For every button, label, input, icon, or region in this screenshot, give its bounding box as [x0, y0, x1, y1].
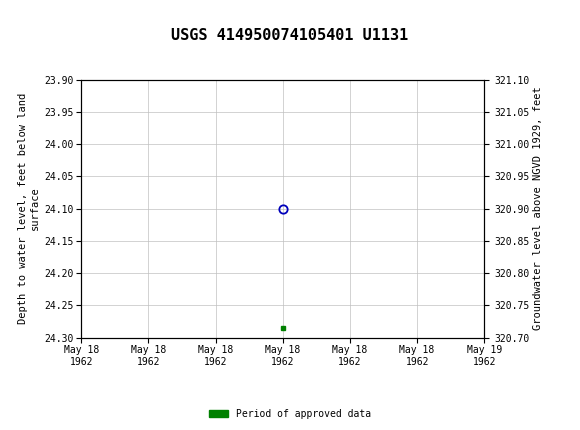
Y-axis label: Groundwater level above NGVD 1929, feet: Groundwater level above NGVD 1929, feet	[534, 87, 543, 330]
Text: USGS: USGS	[31, 10, 82, 28]
Text: USGS 414950074105401 U1131: USGS 414950074105401 U1131	[171, 28, 409, 43]
Legend: Period of approved data: Period of approved data	[205, 405, 375, 423]
Y-axis label: Depth to water level, feet below land
surface: Depth to water level, feet below land su…	[19, 93, 40, 324]
